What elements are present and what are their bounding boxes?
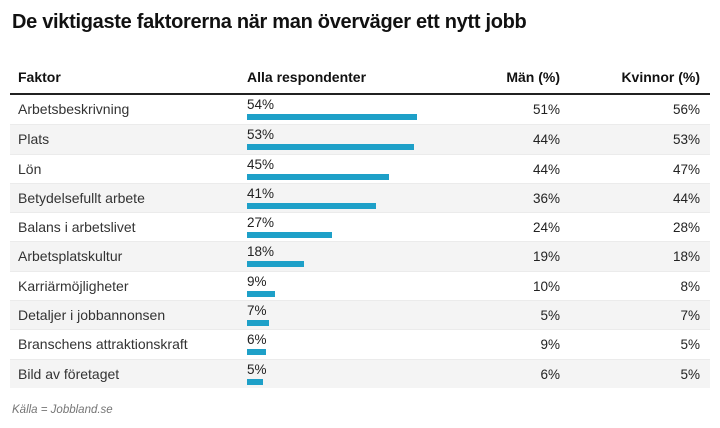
women-value: 8%	[680, 278, 700, 294]
bar-cell: 6%	[247, 330, 470, 358]
table-row: Arbetsbeskrivning 54% 51% 56%	[10, 95, 710, 124]
column-header-faktor: Faktor	[18, 68, 61, 85]
bar	[247, 173, 389, 180]
table-header-row: Faktor Alla respondenter Män (%) Kvinnor…	[10, 60, 710, 95]
bar	[247, 144, 414, 151]
table-row: Branschens attraktionskraft 6% 9% 5%	[10, 329, 710, 358]
women-value: 5%	[680, 337, 700, 353]
factor-label: Arbetsplatskultur	[18, 248, 123, 265]
bar-cell: 5%	[247, 360, 470, 388]
bar	[247, 378, 263, 385]
bar	[247, 232, 332, 239]
bar-value-label: 41%	[247, 185, 275, 201]
bar-cell: 54%	[247, 95, 470, 124]
factor-label: Branschens attraktionskraft	[18, 336, 188, 353]
bar	[247, 114, 417, 120]
bar	[247, 349, 266, 356]
column-header-alla-respondenter: Alla respondenter	[247, 68, 367, 85]
bar-cell: 9%	[247, 272, 470, 300]
bar	[247, 261, 304, 268]
bar-cell: 41%	[247, 184, 470, 212]
column-header-man: Män (%)	[506, 68, 560, 85]
chart-title: De viktigaste faktorerna när man överväg…	[12, 11, 527, 33]
women-value: 56%	[672, 102, 700, 117]
women-value: 5%	[680, 366, 700, 382]
factors-table: Faktor Alla respondenter Män (%) Kvinnor…	[10, 60, 710, 388]
men-value: 10%	[532, 278, 560, 294]
factor-label: Balans i arbetslivet	[18, 219, 136, 236]
factor-label: Lön	[18, 160, 42, 177]
factor-label: Karriärmöjligheter	[18, 277, 129, 294]
women-value: 18%	[672, 249, 700, 265]
women-value: 28%	[672, 220, 700, 236]
bar-cell: 45%	[247, 155, 470, 183]
women-value: 47%	[672, 161, 700, 177]
bar-value-label: 18%	[247, 244, 275, 260]
bar-value-label: 45%	[247, 156, 275, 172]
table-row: Balans i arbetslivet 27% 24% 28%	[10, 212, 710, 241]
bar	[247, 290, 276, 297]
table-row: Betydelsefullt arbete 41% 36% 44%	[10, 182, 710, 213]
factor-label: Detaljer i jobbannonsen	[18, 307, 166, 324]
bar-cell: 18%	[247, 242, 470, 270]
factor-label: Bild av företaget	[18, 365, 120, 382]
source-note: Källa = Jobbland.se	[12, 404, 113, 416]
bar-value-label: 54%	[247, 97, 275, 112]
bar-value-label: 6%	[247, 332, 267, 348]
men-value: 36%	[532, 190, 560, 206]
table-row: Plats 53% 44% 53%	[10, 124, 710, 154]
table-row: Detaljer i jobbannonsen 7% 5% 7%	[10, 300, 710, 330]
table-row: Lön 45% 44% 47%	[10, 153, 710, 183]
factor-label: Betydelsefullt arbete	[18, 189, 145, 206]
bar-value-label: 5%	[247, 361, 267, 377]
men-value: 24%	[532, 220, 560, 236]
table-row: Karriärmöjligheter 9% 10% 8%	[10, 270, 710, 300]
men-value: 6%	[540, 366, 560, 382]
men-value: 44%	[532, 132, 560, 148]
bar-cell: 7%	[247, 301, 470, 329]
bar-value-label: 53%	[247, 127, 275, 143]
women-value: 44%	[672, 190, 700, 206]
table-row: Arbetsplatskultur 18% 19% 18%	[10, 241, 710, 271]
women-value: 7%	[680, 308, 700, 324]
women-value: 53%	[672, 132, 700, 148]
bar-value-label: 9%	[247, 273, 267, 289]
table-body: Arbetsbeskrivning 54% 51% 56% Plats 53% …	[10, 95, 710, 388]
bar-value-label: 27%	[247, 215, 275, 231]
bar-cell: 27%	[247, 213, 470, 241]
column-header-kvinnor: Kvinnor (%)	[621, 68, 700, 85]
men-value: 9%	[540, 337, 560, 353]
men-value: 51%	[532, 102, 560, 117]
men-value: 19%	[532, 249, 560, 265]
factor-label: Plats	[18, 131, 50, 148]
bar	[247, 202, 377, 209]
bar	[247, 320, 269, 327]
table-row: Bild av företaget 5% 6% 5%	[10, 358, 710, 388]
factor-label: Arbetsbeskrivning	[18, 101, 130, 117]
men-value: 44%	[532, 161, 560, 177]
bar-value-label: 7%	[247, 303, 267, 319]
men-value: 5%	[540, 308, 560, 324]
bar-cell: 53%	[247, 125, 470, 153]
